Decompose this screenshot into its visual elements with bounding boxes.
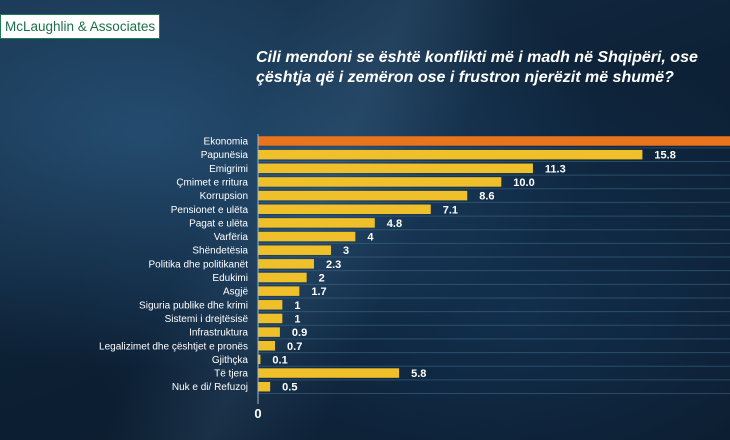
bar bbox=[258, 313, 283, 324]
value-label: 11.3 bbox=[545, 163, 566, 175]
category-label: Korrupsion bbox=[200, 191, 248, 202]
category-label: Të tjera bbox=[214, 369, 248, 380]
category-label: Sistemi i drejtësisë bbox=[165, 314, 249, 325]
category-label: Nuk e di/ Refuzoj bbox=[172, 382, 248, 393]
value-label: 0.5 bbox=[282, 382, 297, 394]
bar bbox=[258, 300, 283, 310]
value-label: 10.0 bbox=[513, 177, 534, 189]
bar bbox=[258, 259, 314, 269]
category-label: Legalizimet dhe çështjet e pronës bbox=[99, 341, 248, 352]
bar bbox=[258, 190, 468, 201]
value-label: 7.1 bbox=[443, 204, 458, 216]
category-label: Çmimet e rritura bbox=[176, 177, 248, 188]
category-label: Varfëria bbox=[214, 232, 249, 243]
value-label: 4 bbox=[367, 232, 374, 244]
bar bbox=[258, 177, 502, 187]
value-label: 0.7 bbox=[287, 341, 302, 353]
category-label: Gjithçka bbox=[212, 355, 249, 366]
value-label: 0.9 bbox=[292, 327, 307, 339]
bar bbox=[258, 327, 280, 337]
category-label: Pagat e ulëta bbox=[189, 218, 248, 229]
value-label: 4.8 bbox=[387, 218, 402, 230]
bar bbox=[258, 381, 271, 392]
bar bbox=[258, 245, 331, 255]
category-label: Emigrimi bbox=[209, 164, 248, 175]
bar bbox=[258, 163, 533, 174]
bar bbox=[258, 272, 307, 283]
category-label: Infrastruktura bbox=[189, 328, 248, 339]
value-label: 15.8 bbox=[654, 150, 675, 162]
bar bbox=[258, 218, 375, 228]
value-label: 2 bbox=[319, 273, 325, 285]
bar bbox=[258, 231, 356, 242]
value-label: 1 bbox=[294, 313, 300, 325]
category-label: Siguria publike dhe krimi bbox=[139, 300, 248, 311]
category-label: Politika dhe politikanët bbox=[148, 259, 248, 270]
category-label: Papunësia bbox=[201, 150, 249, 161]
value-label: 5.8 bbox=[411, 368, 426, 380]
category-label: Edukimi bbox=[212, 273, 248, 284]
bar bbox=[258, 204, 431, 214]
bar bbox=[258, 149, 643, 160]
chart-title: Cili mendoni se është konflikti më i mad… bbox=[256, 49, 698, 86]
bar bbox=[258, 341, 276, 351]
value-label: 0.1 bbox=[272, 354, 287, 366]
value-label: 8.6 bbox=[479, 191, 494, 203]
logo-text: McLaughlin & Associates bbox=[5, 19, 156, 34]
logo-badge: McLaughlin & Associates bbox=[0, 14, 160, 39]
bar bbox=[258, 136, 730, 146]
bar bbox=[258, 354, 261, 365]
category-label: Pensionet e ulëta bbox=[171, 205, 249, 216]
category-label: Asgjë bbox=[223, 287, 248, 298]
category-label: Shëndetësia bbox=[192, 246, 248, 257]
value-label: 3 bbox=[343, 245, 349, 257]
bar bbox=[258, 368, 400, 378]
value-label: 1.7 bbox=[311, 286, 326, 298]
axis-zero-label: 0 bbox=[254, 406, 261, 421]
category-label: Ekonomia bbox=[204, 137, 249, 148]
value-label: 1 bbox=[294, 300, 300, 312]
value-label: 2.3 bbox=[326, 259, 341, 271]
bar bbox=[258, 286, 300, 296]
